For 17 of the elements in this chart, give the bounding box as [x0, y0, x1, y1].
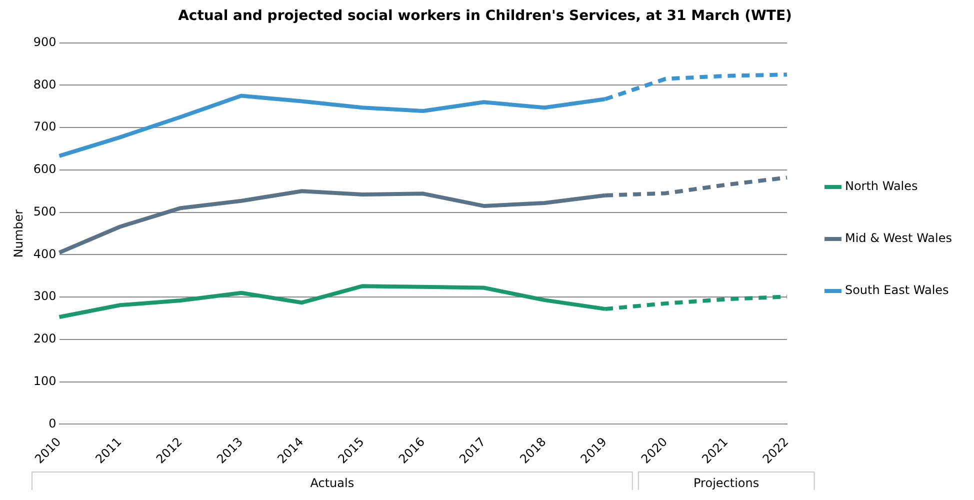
y-tick-label: 400: [33, 246, 56, 261]
text: Projections: [694, 476, 760, 490]
legend-label: Mid & West Wales: [844, 231, 952, 246]
legend-label: North Wales: [844, 179, 918, 194]
y-tick-label: 200: [33, 332, 56, 346]
y-tick-label: 100: [33, 374, 56, 388]
text: Actuals: [310, 476, 354, 490]
chart-title: Actual and projected social workers in Children's Services, at 31 March (WTE): [178, 8, 792, 24]
y-tick-label: 500: [33, 204, 56, 218]
y-tick-label: 900: [33, 34, 56, 49]
y-tick-label: 600: [33, 162, 56, 176]
y-tick-label: 300: [33, 289, 56, 304]
y-axis-title: Number: [11, 209, 26, 258]
y-tick-label: 700: [33, 120, 56, 134]
legend-label: South East Wales: [844, 283, 949, 298]
y-tick-label: 800: [33, 77, 56, 92]
y-tick-label: 0: [48, 416, 56, 430]
